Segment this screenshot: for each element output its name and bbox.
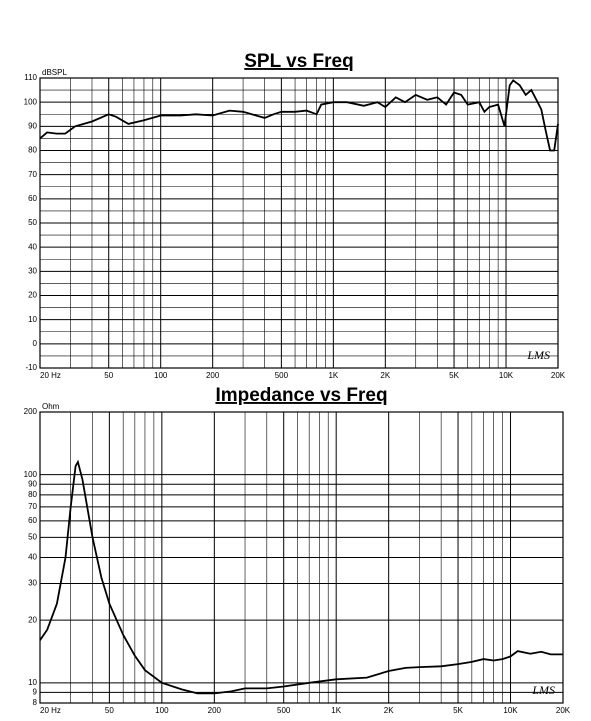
y-tick-label: 70 — [28, 170, 37, 179]
x-tick-label: 2K — [380, 371, 390, 380]
y-axis-label: dBSPL — [42, 68, 67, 77]
x-tick-label: 20K — [551, 371, 566, 380]
x-tick-label: 100 — [155, 706, 169, 715]
x-tick-label: 500 — [277, 706, 291, 715]
y-tick-label: 80 — [28, 146, 37, 155]
x-tick-label: 20 Hz — [40, 706, 61, 715]
y-tick-label: 10 — [28, 678, 37, 687]
y-tick-label: 20 — [28, 291, 37, 300]
y-tick-label: 30 — [28, 579, 37, 588]
y-tick-label: 50 — [28, 218, 37, 227]
x-tick-label: 20K — [556, 706, 571, 715]
y-tick-label: -10 — [25, 363, 37, 372]
y-tick-label: 90 — [28, 479, 37, 488]
y-tick-label: 80 — [28, 490, 37, 499]
y-tick-label: 90 — [28, 121, 37, 130]
chart-title: Impedance vs Freq — [215, 385, 387, 406]
x-tick-label: 5K — [449, 371, 459, 380]
x-tick-label: 50 — [105, 706, 114, 715]
data-line — [39, 459, 563, 695]
y-tick-label: 9 — [33, 687, 38, 696]
data-line — [39, 79, 559, 152]
x-tick-label: 100 — [154, 371, 168, 380]
y-tick-label: 10 — [28, 315, 37, 324]
x-tick-label: 1K — [328, 371, 338, 380]
chart-title: SPL vs Freq — [244, 51, 353, 72]
x-tick-label: 200 — [206, 371, 220, 380]
y-tick-label: 8 — [33, 698, 38, 707]
x-tick-label: 5K — [453, 706, 463, 715]
y-tick-label: 30 — [28, 266, 37, 275]
y-tick-label: 100 — [24, 470, 38, 479]
y-tick-label: 70 — [28, 502, 37, 511]
y-tick-label: 20 — [28, 615, 37, 624]
y-tick-label: 200 — [24, 407, 38, 416]
x-tick-label: 10K — [499, 371, 514, 380]
watermark: LMS — [526, 348, 550, 362]
x-tick-label: 500 — [275, 371, 289, 380]
x-tick-label: 10K — [503, 706, 518, 715]
plot-frame — [39, 411, 564, 704]
y-tick-label: 60 — [28, 516, 37, 525]
y-tick-label: 0 — [33, 339, 38, 348]
y-tick-label: 60 — [28, 194, 37, 203]
y-tick-label: 100 — [24, 97, 38, 106]
x-tick-label: 2K — [384, 706, 394, 715]
x-tick-label: 200 — [208, 706, 222, 715]
x-tick-label: 20 Hz — [40, 371, 61, 380]
y-tick-label: 40 — [28, 242, 37, 251]
y-axis-label: Ohm — [42, 402, 60, 411]
y-tick-label: 110 — [24, 73, 37, 82]
x-tick-label: 50 — [104, 371, 113, 380]
plot-frame — [39, 77, 559, 369]
watermark: LMS — [531, 683, 555, 697]
x-tick-label: 1K — [331, 706, 341, 715]
y-tick-label: 40 — [28, 553, 37, 562]
y-tick-label: 50 — [28, 532, 37, 541]
